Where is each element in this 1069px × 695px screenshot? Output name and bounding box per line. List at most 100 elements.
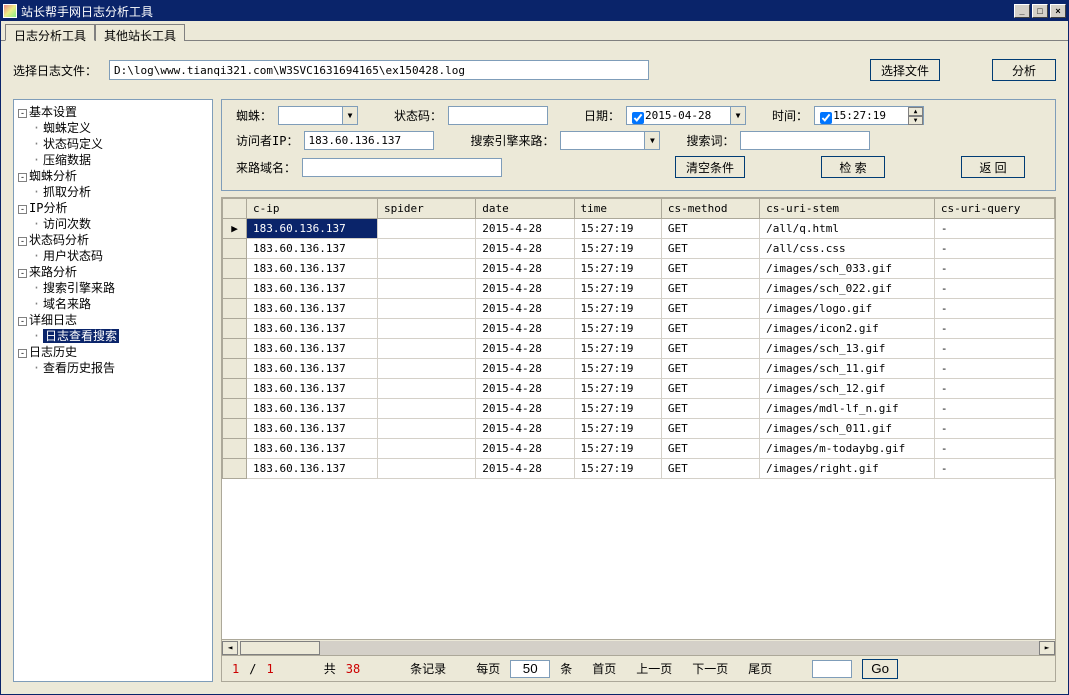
nav-tree[interactable]: -基本设置 ·蜘蛛定义 ·状态码定义 ·压缩数据 -蜘蛛分析 ·抓取分析 -IP… <box>13 99 213 682</box>
table-cell: 183.60.136.137 <box>247 379 378 399</box>
date-checkbox[interactable] <box>632 112 644 124</box>
col-header[interactable]: date <box>476 199 574 219</box>
file-path-input[interactable] <box>109 60 649 80</box>
tree-domain-ref[interactable]: 域名来路 <box>43 297 91 311</box>
table-cell: - <box>934 239 1054 259</box>
spin-up-icon[interactable]: ▲ <box>908 107 923 116</box>
table-cell: GET <box>661 339 759 359</box>
tree-history[interactable]: 日志历史 <box>29 345 77 359</box>
table-row[interactable]: 183.60.136.1372015-4-2815:27:19GET/image… <box>223 339 1055 359</box>
status-input[interactable] <box>448 106 548 125</box>
grid-scroll[interactable]: c-ipspiderdatetimecs-methodcs-uri-stemcs… <box>222 198 1055 639</box>
tree-spider-def[interactable]: 蜘蛛定义 <box>43 121 91 135</box>
domain-input[interactable] <box>302 158 502 177</box>
app-icon <box>3 4 17 18</box>
col-header[interactable]: cs-uri-stem <box>760 199 935 219</box>
table-row[interactable]: ▶183.60.136.1372015-4-2815:27:19GET/all/… <box>223 219 1055 239</box>
tree-ip[interactable]: IP分析 <box>29 201 67 215</box>
table-row[interactable]: 183.60.136.1372015-4-2815:27:19GET/image… <box>223 459 1055 479</box>
tree-compress[interactable]: 压缩数据 <box>43 153 91 167</box>
tree-log-view[interactable]: 日志查看搜索 <box>43 329 119 343</box>
filter-panel: 蜘蛛： ▼ 状态码： 日期： ▼ 时间： ▲▼ 访问者IP： 搜索引擎来路： ▼ <box>221 99 1056 191</box>
table-cell: - <box>934 459 1054 479</box>
table-row[interactable]: 183.60.136.1372015-4-2815:27:19GET/image… <box>223 379 1055 399</box>
maximize-button[interactable]: □ <box>1032 4 1048 18</box>
table-cell: GET <box>661 419 759 439</box>
table-cell: /images/sch_12.gif <box>760 379 935 399</box>
table-cell: 183.60.136.137 <box>247 359 378 379</box>
dropdown-arrow-icon[interactable]: ▼ <box>730 107 745 124</box>
col-header[interactable]: cs-uri-query <box>934 199 1054 219</box>
pager-tiao: 条 <box>560 660 572 677</box>
tree-crawl[interactable]: 抓取分析 <box>43 185 91 199</box>
col-header[interactable]: c-ip <box>247 199 378 219</box>
next-page[interactable]: 下一页 <box>692 660 728 677</box>
table-cell: 15:27:19 <box>574 299 661 319</box>
window-title: 站长帮手网日志分析工具 <box>21 3 153 20</box>
tab-log-analysis[interactable]: 日志分析工具 <box>5 24 95 41</box>
col-header[interactable]: spider <box>378 199 476 219</box>
scroll-thumb[interactable] <box>240 641 320 655</box>
table-row[interactable]: 183.60.136.1372015-4-2815:27:19GET/image… <box>223 279 1055 299</box>
tree-user-status[interactable]: 用户状态码 <box>43 249 103 263</box>
table-row[interactable]: 183.60.136.1372015-4-2815:27:19GET/image… <box>223 399 1055 419</box>
table-row[interactable]: 183.60.136.1372015-4-2815:27:19GET/image… <box>223 319 1055 339</box>
table-row[interactable]: 183.60.136.1372015-4-2815:27:19GET/image… <box>223 259 1055 279</box>
kw-input[interactable] <box>740 131 870 150</box>
table-cell <box>378 219 476 239</box>
table-cell: 15:27:19 <box>574 339 661 359</box>
table-cell <box>378 259 476 279</box>
tree-history-report[interactable]: 查看历史报告 <box>43 361 115 375</box>
tree-referer[interactable]: 来路分析 <box>29 265 77 279</box>
table-row[interactable]: 183.60.136.1372015-4-2815:27:19GET/image… <box>223 299 1055 319</box>
tree-status-def[interactable]: 状态码定义 <box>43 137 103 151</box>
tree-visits[interactable]: 访问次数 <box>43 217 91 231</box>
ip-input[interactable] <box>304 131 434 150</box>
prev-page[interactable]: 上一页 <box>636 660 672 677</box>
table-row[interactable]: 183.60.136.1372015-4-2815:27:19GET/image… <box>223 419 1055 439</box>
back-button[interactable]: 返 回 <box>961 156 1025 178</box>
dropdown-arrow-icon[interactable]: ▼ <box>342 107 357 124</box>
tree-detail[interactable]: 详细日志 <box>29 313 77 327</box>
tree-basic[interactable]: 基本设置 <box>29 105 77 119</box>
h-scrollbar[interactable]: ◄ ► <box>222 639 1055 655</box>
table-row[interactable]: 183.60.136.1372015-4-2815:27:19GET/image… <box>223 439 1055 459</box>
table-cell: 2015-4-28 <box>476 359 574 379</box>
minimize-button[interactable]: _ <box>1014 4 1030 18</box>
table-row[interactable]: 183.60.136.1372015-4-2815:27:19GET/image… <box>223 359 1055 379</box>
choose-file-button[interactable]: 选择文件 <box>870 59 940 81</box>
tab-other-tools[interactable]: 其他站长工具 <box>95 24 185 41</box>
goto-input[interactable] <box>812 660 852 678</box>
tree-spider[interactable]: 蜘蛛分析 <box>29 169 77 183</box>
clear-button[interactable]: 清空条件 <box>675 156 745 178</box>
table-cell: 2015-4-28 <box>476 339 574 359</box>
spin-down-icon[interactable]: ▼ <box>908 116 923 125</box>
go-button[interactable]: Go <box>862 659 898 679</box>
date-select[interactable] <box>626 106 746 125</box>
analyze-button[interactable]: 分析 <box>992 59 1056 81</box>
first-page[interactable]: 首页 <box>592 660 616 677</box>
col-header[interactable]: time <box>574 199 661 219</box>
time-checkbox[interactable] <box>820 112 832 124</box>
table-cell: 15:27:19 <box>574 439 661 459</box>
time-label: 时间： <box>772 107 808 124</box>
table-cell: 183.60.136.137 <box>247 279 378 299</box>
table-cell: - <box>934 259 1054 279</box>
tree-search-ref[interactable]: 搜索引擎来路 <box>43 281 115 295</box>
scroll-right-icon[interactable]: ► <box>1039 641 1055 655</box>
table-cell: - <box>934 419 1054 439</box>
table-cell <box>378 319 476 339</box>
dropdown-arrow-icon[interactable]: ▼ <box>644 132 659 149</box>
table-cell: 2015-4-28 <box>476 239 574 259</box>
close-button[interactable]: × <box>1050 4 1066 18</box>
perpage-input[interactable] <box>510 660 550 678</box>
table-cell: GET <box>661 399 759 419</box>
table-cell: 2015-4-28 <box>476 299 574 319</box>
last-page[interactable]: 尾页 <box>748 660 772 677</box>
table-cell <box>378 359 476 379</box>
search-button[interactable]: 检 索 <box>821 156 885 178</box>
col-header[interactable]: cs-method <box>661 199 759 219</box>
table-row[interactable]: 183.60.136.1372015-4-2815:27:19GET/all/c… <box>223 239 1055 259</box>
scroll-left-icon[interactable]: ◄ <box>222 641 238 655</box>
tree-status[interactable]: 状态码分析 <box>29 233 89 247</box>
